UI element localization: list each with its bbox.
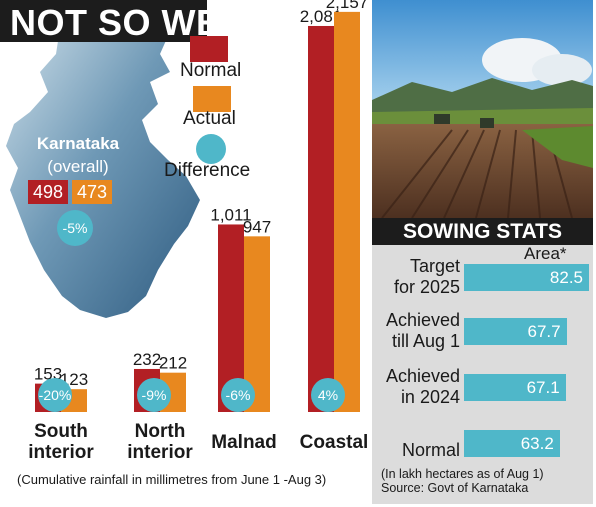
sowing-label-line-2: for 2025 bbox=[393, 277, 460, 297]
bar-actual-3 bbox=[334, 11, 360, 413]
sowing-label-line-1: Achieved bbox=[385, 366, 460, 386]
farm-field-photo bbox=[372, 0, 593, 218]
legend-actual-label: Actual bbox=[183, 108, 236, 129]
overall-region-name: Karnataka bbox=[36, 134, 120, 153]
karnataka-shape bbox=[6, 22, 200, 318]
category-label: interior bbox=[28, 442, 94, 463]
difference-label: -20% bbox=[39, 387, 72, 403]
legend-normal-label: Normal bbox=[180, 60, 242, 81]
sowing-row-normal: Normal 63.2 bbox=[372, 428, 593, 472]
category-label: North bbox=[135, 421, 186, 442]
sowing-label-line-1: Achieved bbox=[385, 310, 460, 330]
sowing-bar-value: 67.1 bbox=[526, 378, 560, 397]
sowing-bar-value: 82.5 bbox=[549, 268, 583, 287]
rainfall-chart: 153123-20%Southinterior232212-9%Northint… bbox=[28, 0, 369, 463]
legend-normal-swatch bbox=[190, 36, 228, 62]
bar-value-label: 947 bbox=[243, 217, 271, 236]
sowing-row-achieved-2024: Achieved in 2024 67.1 bbox=[372, 366, 593, 410]
bar-value-label: 2,157 bbox=[326, 0, 369, 12]
bar-value-label: 212 bbox=[159, 354, 187, 373]
difference-badge bbox=[137, 378, 171, 412]
overall-region-sub: (overall) bbox=[47, 157, 109, 176]
area-column-header: Area* bbox=[524, 244, 567, 263]
category-label: Coastal bbox=[300, 432, 369, 453]
sowing-label: Achieved in 2024 bbox=[386, 366, 460, 408]
difference-label: -9% bbox=[142, 387, 167, 403]
sowing-bar-value: 67.7 bbox=[527, 322, 561, 341]
sowing-label: Normal bbox=[402, 440, 460, 461]
bar-value-label: 1,011 bbox=[210, 205, 251, 224]
category-label: interior bbox=[127, 442, 193, 463]
karnataka-map bbox=[6, 22, 200, 318]
sowing-label-line-1: Normal bbox=[401, 440, 460, 460]
overall-difference-badge: -5% bbox=[57, 210, 93, 246]
sowing-unit-note: (In lakh hectares as of Aug 1) bbox=[381, 467, 544, 481]
sowing-row-target: Target for 2025 82.5 bbox=[372, 256, 593, 300]
sowing-bar-value: 63.2 bbox=[520, 434, 554, 453]
sowing-bar: 82.5 bbox=[464, 264, 589, 291]
difference-label: 4% bbox=[318, 387, 338, 403]
legend-actual-swatch bbox=[193, 86, 231, 112]
bar-normal-3 bbox=[308, 25, 334, 413]
sowing-bar: 67.1 bbox=[464, 374, 566, 401]
difference-badge bbox=[38, 378, 72, 412]
sowing-label-line-2: till Aug 1 bbox=[391, 331, 460, 351]
sowing-label-line-2: in 2024 bbox=[400, 387, 460, 407]
sowing-bar: 67.7 bbox=[464, 318, 567, 345]
category-label: South bbox=[34, 421, 88, 442]
overall-normal-value: 498 bbox=[28, 180, 68, 204]
right-panel: SOWING STATS Area* Target for 2025 82.5 … bbox=[372, 0, 596, 507]
difference-badge bbox=[311, 378, 345, 412]
category-label: Malnad bbox=[211, 432, 276, 453]
sowing-row-achieved-aug: Achieved till Aug 1 67.7 bbox=[372, 310, 593, 354]
legend-difference-swatch bbox=[196, 134, 226, 164]
sowing-stats-panel: SOWING STATS Area* Target for 2025 82.5 … bbox=[372, 218, 593, 504]
difference-badge bbox=[221, 378, 255, 412]
chart-note: (Cumulative rainfall in millimetres from… bbox=[17, 472, 327, 487]
sowing-bar: 63.2 bbox=[464, 430, 560, 457]
legend-difference-label: Difference bbox=[164, 160, 251, 181]
difference-label: -6% bbox=[226, 387, 251, 403]
sowing-label: Achieved till Aug 1 bbox=[386, 310, 460, 352]
sowing-label-line-1: Target bbox=[409, 256, 460, 276]
sowing-label: Target for 2025 bbox=[394, 256, 460, 298]
overall-actual-value: 473 bbox=[72, 180, 112, 204]
sowing-source: Source: Govt of Karnataka bbox=[381, 481, 529, 495]
bar-value-label: 2,081 bbox=[300, 7, 343, 26]
bar-value-label: 232 bbox=[133, 350, 161, 369]
sowing-stats-title: SOWING STATS bbox=[372, 218, 593, 245]
